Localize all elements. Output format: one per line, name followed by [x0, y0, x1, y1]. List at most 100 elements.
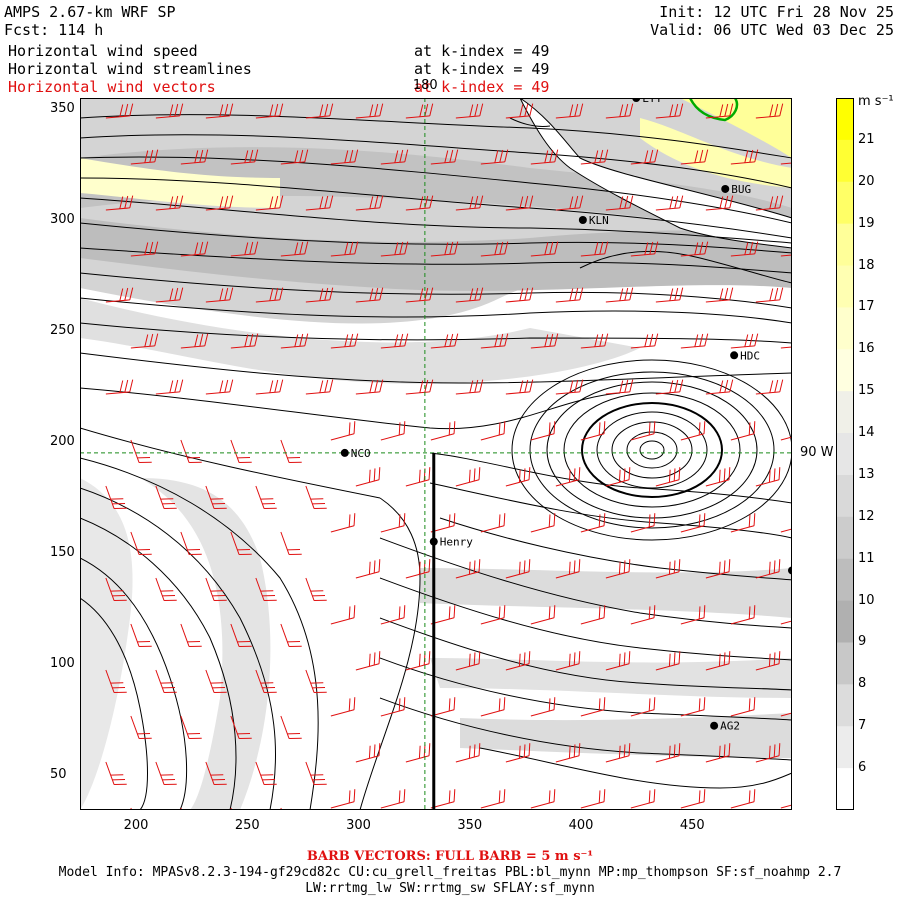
wind-barb — [280, 439, 302, 464]
station-markers: LTT BUG KLN HDC NCO Henry AG2 — [340, 98, 792, 733]
wind-barb — [330, 149, 359, 165]
wind-speed-shading — [80, 98, 792, 810]
wind-barb — [505, 559, 531, 579]
wind-barb — [480, 333, 509, 349]
wind-barb — [405, 651, 431, 671]
wind-barb — [380, 697, 406, 717]
wind-barb — [155, 485, 177, 510]
wind-barb — [455, 287, 484, 303]
colorbar-label: 21 — [858, 131, 875, 147]
wind-barb — [555, 467, 581, 487]
wind-barb — [780, 617, 792, 625]
colorbar-swatch — [836, 600, 854, 643]
wind-barb — [380, 149, 409, 165]
colorbar-swatch — [836, 265, 854, 308]
wind-barb — [430, 421, 456, 441]
wind-barb — [580, 605, 606, 625]
wind-barb — [305, 195, 334, 211]
colorbar-label: 11 — [858, 550, 875, 566]
wind-barb — [255, 485, 277, 510]
station-dot — [710, 721, 719, 730]
wind-barb — [455, 743, 481, 763]
wind-barb — [155, 761, 177, 786]
field-name-streamlines: Horizontal wind streamlines — [8, 60, 252, 78]
field-name-vectors: Horizontal wind vectors — [8, 78, 216, 96]
colorbar-label: 6 — [858, 760, 867, 776]
station-dot — [340, 448, 349, 457]
wind-barb — [580, 241, 609, 257]
wind-barb — [255, 761, 277, 786]
wind-barb — [180, 333, 209, 349]
wind-barb — [380, 789, 406, 809]
wind-barb — [780, 253, 792, 257]
wind-barb — [230, 241, 259, 257]
colorbar-swatch — [836, 516, 854, 560]
station-label: KLN — [589, 214, 609, 227]
wind-barb — [355, 559, 381, 579]
wind-barb — [555, 559, 581, 579]
wind-barb — [530, 149, 559, 165]
wind-barb — [355, 103, 384, 119]
wind-barb — [530, 789, 556, 809]
wind-barb — [630, 697, 656, 717]
x-tick-label: 400 — [568, 818, 594, 833]
station-dot — [429, 537, 438, 546]
wind-barb — [355, 195, 384, 211]
wind-barb — [205, 287, 234, 303]
wind-barb — [730, 697, 756, 717]
wind-barb — [680, 149, 709, 165]
wind-barb — [555, 651, 581, 671]
wind-barb — [155, 103, 184, 119]
wind-barb — [505, 467, 531, 487]
field-level-streamlines: at k-index = 49 — [414, 60, 550, 78]
wind-barb — [380, 241, 409, 257]
wind-barb — [780, 161, 792, 165]
wind-barb — [230, 149, 259, 165]
wind-barb — [355, 743, 381, 763]
wind-barb — [155, 195, 184, 211]
wind-barb — [230, 715, 252, 740]
wind-barb — [605, 651, 631, 671]
wind-barb — [705, 743, 731, 763]
wind-barb — [180, 439, 202, 464]
radiation-info: LW:rrtmg_lw SW:rrtmg_sw SFLAY:sf_mynn — [305, 881, 595, 896]
wind-barb — [605, 379, 634, 395]
wind-barb — [330, 421, 356, 441]
wind-barb — [305, 577, 327, 602]
colorbar-frame — [836, 98, 854, 810]
wind-barb — [530, 333, 559, 349]
wind-barb — [455, 195, 484, 211]
wind-barb — [280, 715, 302, 740]
colorbar-label: 20 — [858, 173, 875, 189]
y-tick-label: 200 — [50, 433, 75, 449]
wind-barb — [355, 651, 381, 671]
wind-barb — [255, 195, 284, 211]
wind-barb — [680, 697, 706, 717]
wind-barb — [230, 531, 252, 556]
wind-barb — [255, 103, 284, 119]
colorbar-label: 9 — [858, 634, 867, 650]
wind-barb — [255, 669, 277, 694]
wind-barb — [730, 421, 756, 441]
y-tick-label: 100 — [50, 655, 75, 671]
colorbar-swatch — [836, 139, 854, 183]
wind-barb — [755, 287, 784, 303]
wind-barb — [330, 789, 356, 809]
wind-barb — [205, 103, 234, 119]
init-time: Init: 12 UTC Fri 28 Nov 25 — [659, 3, 894, 21]
wind-barb — [780, 801, 792, 809]
map-frame — [80, 98, 792, 810]
station-dot — [578, 215, 587, 224]
wind-barb — [355, 379, 384, 395]
wind-barb — [580, 149, 609, 165]
wind-barb — [780, 433, 792, 441]
wind-barb — [105, 379, 134, 395]
wind-barb — [630, 241, 659, 257]
wind-barb — [205, 577, 227, 602]
meridian-label: 180 — [412, 78, 438, 93]
wind-barb — [130, 241, 159, 257]
colorbar-label: 19 — [858, 215, 875, 231]
wind-barb — [105, 669, 127, 694]
wind-barb — [730, 333, 759, 349]
colorbar-swatch — [836, 558, 854, 602]
